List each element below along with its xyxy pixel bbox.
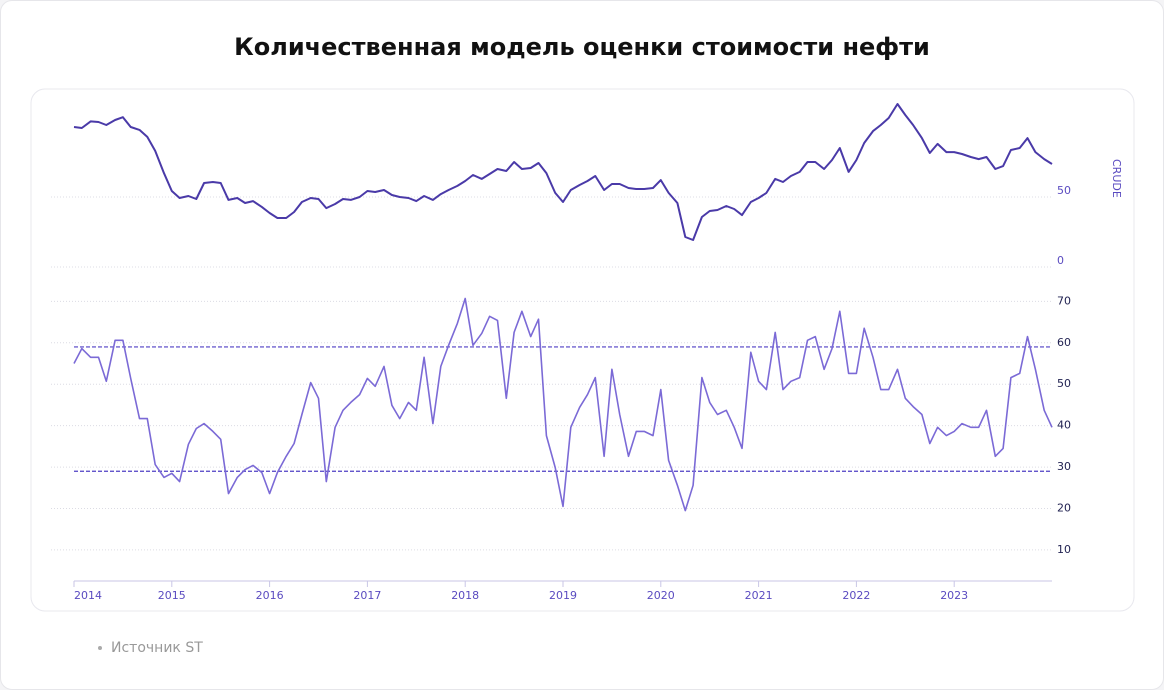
y-tick-label: 60 bbox=[1057, 336, 1071, 349]
plot-frame bbox=[30, 88, 1135, 612]
y-tick-label: 30 bbox=[1057, 460, 1071, 473]
y-tick-label: 50 bbox=[1057, 377, 1071, 390]
y-tick-label: 0 bbox=[1057, 254, 1064, 267]
y-tick-label: 70 bbox=[1057, 294, 1071, 307]
y-tick-label: 10 bbox=[1057, 543, 1071, 556]
line-series bbox=[73, 103, 1053, 241]
x-tick-label: 2020 bbox=[647, 589, 675, 602]
x-tick-label: 2015 bbox=[158, 589, 186, 602]
x-tick-label: 2016 bbox=[256, 589, 284, 602]
x-tick-label: 2017 bbox=[353, 589, 381, 602]
source: Источник ST bbox=[111, 640, 203, 656]
y-tick-label: 50 bbox=[1057, 184, 1071, 197]
line-series bbox=[73, 297, 1053, 512]
chart-title: Количественная модель оценки стоимости н… bbox=[234, 33, 930, 61]
bullet bbox=[98, 646, 102, 650]
x-tick-label: 2018 bbox=[451, 589, 479, 602]
y-tick-label: 20 bbox=[1057, 502, 1071, 515]
x-tick-label: 2021 bbox=[745, 589, 773, 602]
x-tick-label: 2023 bbox=[940, 589, 968, 602]
x-tick-label: 2019 bbox=[549, 589, 577, 602]
y-axis-label: CRUDE bbox=[1110, 159, 1123, 198]
x-tick-label: 2022 bbox=[842, 589, 870, 602]
x-tick-label: 2014 bbox=[74, 589, 102, 602]
y-tick-label: 40 bbox=[1057, 419, 1071, 432]
